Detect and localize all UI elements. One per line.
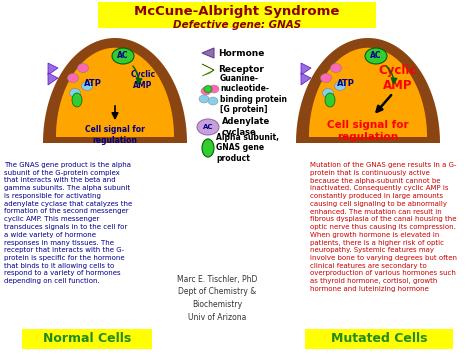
- Text: McCune-Albright Syndrome: McCune-Albright Syndrome: [134, 5, 340, 18]
- Ellipse shape: [330, 64, 341, 72]
- Text: ATP: ATP: [84, 78, 102, 87]
- Ellipse shape: [197, 119, 219, 135]
- FancyBboxPatch shape: [305, 329, 453, 349]
- Ellipse shape: [78, 64, 89, 72]
- Polygon shape: [296, 38, 440, 143]
- Ellipse shape: [112, 48, 134, 64]
- Polygon shape: [301, 63, 311, 75]
- Polygon shape: [301, 73, 311, 85]
- FancyBboxPatch shape: [98, 2, 376, 28]
- Text: Alpha subunit,
GNAS gene
product: Alpha subunit, GNAS gene product: [216, 133, 279, 163]
- Text: Hormone: Hormone: [218, 49, 264, 58]
- Text: AC: AC: [117, 51, 129, 60]
- Text: Cell signal for
regulation: Cell signal for regulation: [85, 125, 145, 145]
- Polygon shape: [48, 73, 58, 85]
- Text: Cyclic
AMP: Cyclic AMP: [379, 64, 417, 92]
- Polygon shape: [202, 64, 214, 76]
- Text: Defective gene: GNAS: Defective gene: GNAS: [173, 20, 301, 30]
- Polygon shape: [43, 38, 187, 143]
- Text: Normal Cells: Normal Cells: [43, 333, 131, 345]
- Ellipse shape: [201, 87, 211, 95]
- Text: Adenylate
cyclase: Adenylate cyclase: [222, 117, 270, 137]
- Ellipse shape: [208, 97, 218, 105]
- Ellipse shape: [320, 73, 331, 82]
- Ellipse shape: [335, 82, 346, 91]
- Text: Mutated Cells: Mutated Cells: [331, 333, 427, 345]
- Ellipse shape: [365, 48, 387, 64]
- Ellipse shape: [202, 139, 214, 157]
- Ellipse shape: [67, 73, 79, 82]
- Polygon shape: [48, 63, 58, 75]
- Text: The GNAS gene product is the alpha
subunit of the G-protein complex
that interac: The GNAS gene product is the alpha subun…: [4, 162, 132, 284]
- Text: Guanine-
nucleotide-
binding protein
[G protein]: Guanine- nucleotide- binding protein [G …: [220, 74, 287, 114]
- Ellipse shape: [204, 86, 212, 93]
- FancyBboxPatch shape: [22, 329, 152, 349]
- Ellipse shape: [70, 88, 81, 98]
- Text: AC: AC: [203, 124, 213, 130]
- Ellipse shape: [325, 93, 335, 107]
- Text: ATP: ATP: [337, 78, 355, 87]
- Text: Cyclic
AMP: Cyclic AMP: [130, 70, 155, 90]
- Polygon shape: [202, 48, 214, 58]
- Text: Marc E. Tischler, PhD
Dept of Chemistry &
Biochemistry
Univ of Arizona: Marc E. Tischler, PhD Dept of Chemistry …: [177, 275, 257, 322]
- Polygon shape: [309, 48, 427, 137]
- Ellipse shape: [209, 85, 219, 93]
- Text: Cell signal for
regulation: Cell signal for regulation: [327, 120, 409, 142]
- Ellipse shape: [199, 95, 209, 103]
- Polygon shape: [56, 48, 174, 137]
- Text: Receptor: Receptor: [218, 66, 264, 75]
- Ellipse shape: [322, 88, 334, 98]
- Text: Mutation of the GNAS gene results in a G-
protein that is continuously active
be: Mutation of the GNAS gene results in a G…: [310, 162, 457, 292]
- Ellipse shape: [72, 93, 82, 107]
- Ellipse shape: [82, 82, 92, 91]
- Text: AC: AC: [370, 51, 382, 60]
